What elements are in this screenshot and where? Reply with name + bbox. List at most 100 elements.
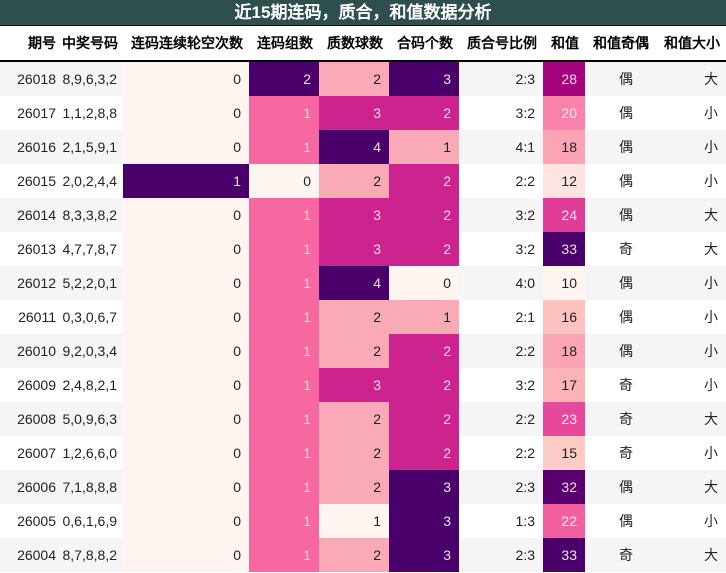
cell-consec: 1 [249, 232, 319, 266]
cell-consec: 1 [249, 436, 319, 470]
cell-numbers: 8,7,8,8,2 [62, 538, 123, 572]
cell-gap: 0 [123, 300, 249, 334]
cell-period: 26009 [0, 368, 62, 402]
cell-sum: 28 [543, 61, 585, 96]
cell-ratio: 2:3 [459, 470, 543, 504]
table-row: 26006 7,1,8,8,8 0 1 2 3 2:3 32 偶大 [0, 470, 726, 504]
table-row: 26008 5,0,9,6,3 0 1 2 2 2:2 23 奇大 [0, 402, 726, 436]
cell-composite: 3 [389, 504, 459, 538]
table-row: 26018 8,9,6,3,2 0 2 2 3 2:3 28 偶大 [0, 61, 726, 96]
cell-ratio: 2:1 [459, 300, 543, 334]
table-row: 26004 8,7,8,8,2 0 1 2 3 2:3 33 奇大 [0, 538, 726, 572]
cell-consec: 2 [249, 61, 319, 96]
cell-numbers: 4,7,7,8,7 [62, 232, 123, 266]
cell-ratio: 3:2 [459, 232, 543, 266]
cell-prime: 2 [319, 61, 389, 96]
cell-ratio: 2:3 [459, 61, 543, 96]
cell-composite: 1 [389, 300, 459, 334]
cell-sum: 22 [543, 504, 585, 538]
cell-ratio: 2:2 [459, 436, 543, 470]
cell-numbers: 2,0,2,4,4 [62, 164, 123, 198]
cell-period: 26006 [0, 470, 62, 504]
cell-period: 26012 [0, 266, 62, 300]
cell-consec: 1 [249, 504, 319, 538]
table-row: 26011 0,3,0,6,7 0 1 2 1 2:1 16 偶小 [0, 300, 726, 334]
cell-numbers: 2,4,8,2,1 [62, 368, 123, 402]
cell-sum: 16 [543, 300, 585, 334]
cell-size: 大 [655, 470, 726, 504]
cell-prime: 2 [319, 436, 389, 470]
table-row: 26014 8,3,3,8,2 0 1 3 2 3:2 24 偶大 [0, 198, 726, 232]
analysis-table: 期号 中奖号码 连码连续轮空次数 连码组数 质数球数 合码个数 质合号比例 和值… [0, 26, 726, 572]
cell-size: 大 [655, 198, 726, 232]
cell-prime: 4 [319, 130, 389, 164]
table-row: 26013 4,7,7,8,7 0 1 3 2 3:2 33 奇大 [0, 232, 726, 266]
cell-ratio: 3:2 [459, 368, 543, 402]
cell-sum: 32 [543, 470, 585, 504]
table-row: 26007 1,2,6,6,0 0 1 2 2 2:2 15 奇小 [0, 436, 726, 470]
cell-numbers: 5,0,9,6,3 [62, 402, 123, 436]
cell-numbers: 8,9,6,3,2 [62, 61, 123, 96]
header-numbers: 中奖号码 [62, 26, 123, 62]
cell-ratio: 3:2 [459, 96, 543, 130]
header-row: 期号 中奖号码 连码连续轮空次数 连码组数 质数球数 合码个数 质合号比例 和值… [0, 26, 726, 62]
cell-composite: 2 [389, 96, 459, 130]
cell-composite: 2 [389, 198, 459, 232]
cell-parity: 奇 [585, 538, 655, 572]
cell-period: 26010 [0, 334, 62, 368]
cell-ratio: 4:0 [459, 266, 543, 300]
cell-numbers: 9,2,0,3,4 [62, 334, 123, 368]
header-parity: 和值奇偶 [585, 26, 655, 62]
header-prime: 质数球数 [319, 26, 389, 62]
cell-size: 大 [655, 538, 726, 572]
cell-composite: 2 [389, 334, 459, 368]
cell-parity: 偶 [585, 470, 655, 504]
cell-parity: 奇 [585, 402, 655, 436]
cell-composite: 2 [389, 368, 459, 402]
cell-gap: 0 [123, 538, 249, 572]
cell-parity: 偶 [585, 130, 655, 164]
cell-size: 小 [655, 368, 726, 402]
cell-gap: 1 [123, 164, 249, 198]
cell-ratio: 2:3 [459, 538, 543, 572]
cell-consec: 1 [249, 130, 319, 164]
table-row: 26005 0,6,1,6,9 0 1 1 3 1:3 22 偶小 [0, 504, 726, 538]
cell-gap: 0 [123, 368, 249, 402]
cell-gap: 0 [123, 470, 249, 504]
cell-size: 小 [655, 436, 726, 470]
cell-consec: 0 [249, 164, 319, 198]
cell-gap: 0 [123, 334, 249, 368]
header-size: 和值大小 [655, 26, 726, 62]
cell-ratio: 2:2 [459, 334, 543, 368]
header-period: 期号 [0, 26, 62, 62]
cell-sum: 24 [543, 198, 585, 232]
cell-gap: 0 [123, 198, 249, 232]
cell-consec: 1 [249, 368, 319, 402]
cell-size: 小 [655, 130, 726, 164]
cell-sum: 18 [543, 130, 585, 164]
cell-numbers: 8,3,3,8,2 [62, 198, 123, 232]
header-composite: 合码个数 [389, 26, 459, 62]
cell-ratio: 2:2 [459, 402, 543, 436]
header-ratio: 质合号比例 [459, 26, 543, 62]
cell-parity: 偶 [585, 334, 655, 368]
cell-prime: 2 [319, 402, 389, 436]
cell-sum: 12 [543, 164, 585, 198]
header-gap: 连码连续轮空次数 [123, 26, 249, 62]
cell-period: 26008 [0, 402, 62, 436]
cell-prime: 3 [319, 232, 389, 266]
cell-period: 26017 [0, 96, 62, 130]
cell-gap: 0 [123, 130, 249, 164]
cell-prime: 3 [319, 368, 389, 402]
cell-consec: 1 [249, 300, 319, 334]
table-title: 近15期连码，质合，和值数据分析 [0, 0, 726, 26]
cell-sum: 15 [543, 436, 585, 470]
cell-size: 小 [655, 300, 726, 334]
cell-ratio: 3:2 [459, 198, 543, 232]
cell-sum: 20 [543, 96, 585, 130]
cell-numbers: 1,2,6,6,0 [62, 436, 123, 470]
header-consec: 连码组数 [249, 26, 319, 62]
cell-composite: 3 [389, 470, 459, 504]
cell-gap: 0 [123, 436, 249, 470]
cell-size: 小 [655, 96, 726, 130]
